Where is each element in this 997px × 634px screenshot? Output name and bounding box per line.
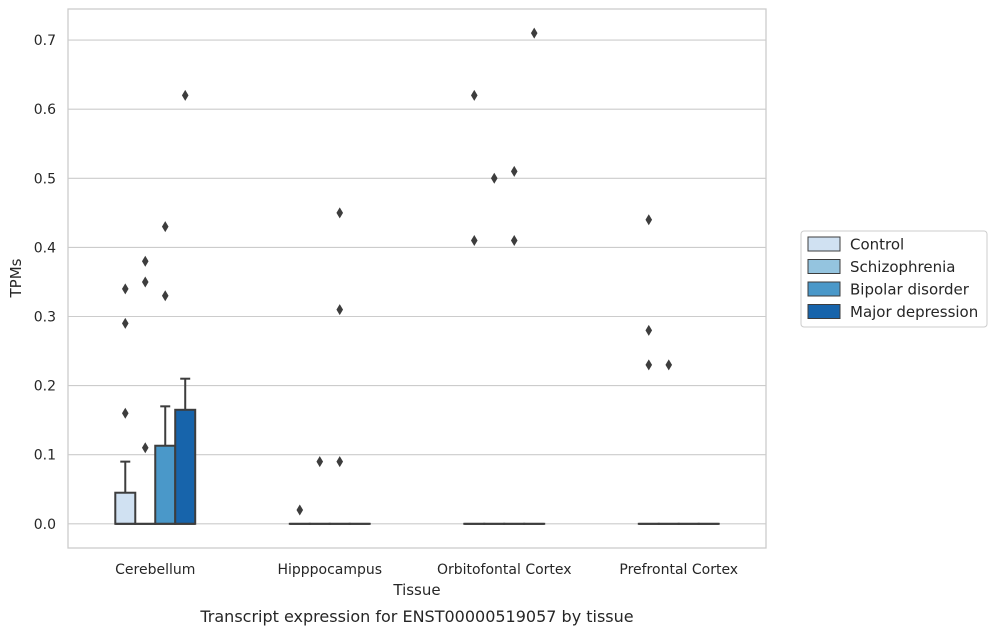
y-tick-label: 0.6 <box>34 102 56 118</box>
x-tick-label: Hipppocampus <box>277 562 382 578</box>
outlier-point <box>141 442 149 454</box>
box-body <box>174 408 197 525</box>
outlier-point <box>336 456 344 468</box>
legend-swatch <box>807 259 841 274</box>
outlier-point <box>490 172 498 184</box>
plot-area-frame <box>67 8 767 549</box>
legend-entry-label: Schizophrenia <box>850 258 955 276</box>
outlier-point <box>645 214 653 226</box>
boxes <box>114 377 720 525</box>
outlier-point <box>296 504 304 516</box>
y-tick-label: 0.1 <box>34 448 56 464</box>
legend-swatch <box>807 236 841 252</box>
outlier-point <box>645 324 653 336</box>
x-axis-ticks: Cerebellum Hipppocampus Orbitofontal Corte… <box>115 562 738 578</box>
y-axis-ticks: 0.0 0.1 0.2 0.3 0.4 0.5 0.6 0.7 <box>34 33 56 533</box>
legend-entry-label: Bipolar disorder <box>850 281 970 299</box>
y-axis-label: TPMs <box>7 258 25 298</box>
outlier-point <box>181 89 189 101</box>
x-tick-label: Prefrontal Cortex <box>619 562 738 578</box>
legend: Control Schizophrenia Bipolar disorder Majo… <box>800 230 988 328</box>
outlier-point <box>121 283 129 295</box>
chart-caption: Transcript expression for ENST0000051905… <box>199 607 633 626</box>
x-tick-label: Orbitofontal Cortex <box>437 562 572 578</box>
x-axis-label: Tissue <box>392 581 440 599</box>
legend-entry-label: Control <box>850 236 904 254</box>
y-tick-label: 0.2 <box>34 379 56 395</box>
box-3-0 <box>174 377 197 525</box>
y-tick-label: 0.5 <box>34 171 56 187</box>
outlier-point <box>316 456 324 468</box>
outlier-point <box>121 317 129 329</box>
outlier-point <box>470 89 478 101</box>
outlier-point <box>665 359 673 371</box>
legend-swatch <box>807 304 841 319</box>
outlier-point <box>161 290 169 302</box>
y-tick-label: 0.3 <box>34 310 56 326</box>
box-body <box>154 444 177 525</box>
legend-frame <box>800 230 988 328</box>
x-tick-label: Cerebellum <box>115 562 195 578</box>
box-body <box>114 491 137 525</box>
box-2-0 <box>154 405 177 525</box>
outlier-point <box>510 234 518 246</box>
y-tick-label: 0.4 <box>34 240 56 256</box>
y-tick-label: 0.0 <box>34 517 56 533</box>
outlier-point <box>141 255 149 267</box>
legend-swatch <box>807 281 841 297</box>
box-0-0 <box>114 460 137 525</box>
outlier-point <box>645 359 653 371</box>
outlier-point <box>336 304 344 316</box>
legend-entry-label: Major depression <box>850 303 978 321</box>
outlier-point <box>161 221 169 233</box>
y-tick-label: 0.7 <box>34 33 56 49</box>
outlier-point <box>336 207 344 219</box>
outlier-point <box>510 165 518 177</box>
outliers <box>121 27 673 516</box>
outlier-point <box>121 407 129 419</box>
outlier-point <box>141 276 149 288</box>
outlier-point <box>470 234 478 246</box>
outlier-point <box>530 27 538 39</box>
